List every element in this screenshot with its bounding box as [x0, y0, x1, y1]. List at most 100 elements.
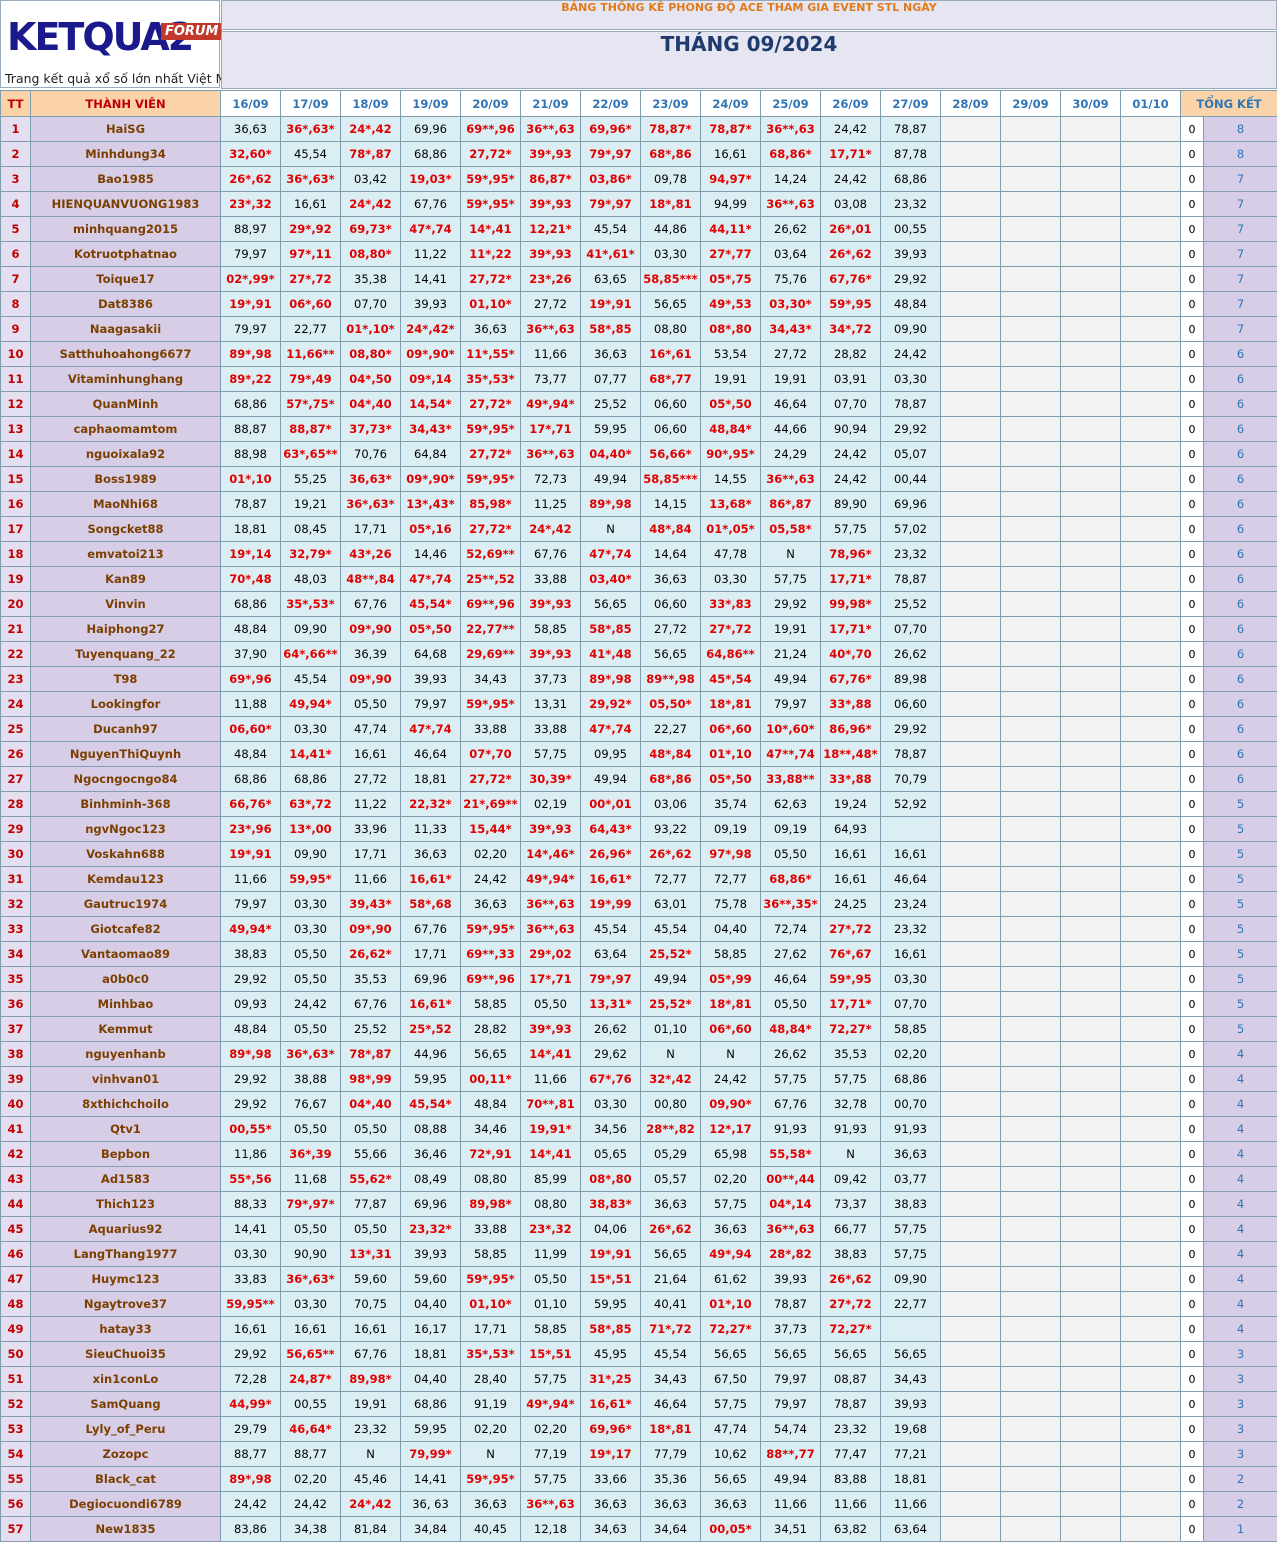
- day-result: 11,99: [520, 1241, 581, 1267]
- empty-cell: [940, 141, 1001, 167]
- day-result: 36, 63: [400, 1491, 461, 1517]
- day-result: 23,32: [880, 916, 941, 942]
- empty-cell: [1120, 666, 1181, 692]
- day-result: 45,54: [280, 666, 341, 692]
- member-row: 31 Kemdau123 11,66 59,95* 11,66 16,61* 24,42 49…: [0, 866, 1277, 892]
- total: 7: [1203, 166, 1277, 192]
- total: 4: [1203, 1291, 1277, 1317]
- day-result: 59,95: [580, 1291, 641, 1317]
- member-row: 53 Lyly_of_Peru 29,79 46,64* 23,32 59,95 02,20…: [0, 1416, 1277, 1442]
- day-result: 48,03: [280, 566, 341, 592]
- day-result: 68,86*: [760, 141, 821, 167]
- column-header: 18/09: [340, 90, 401, 117]
- rank: 49: [0, 1316, 31, 1342]
- member-name: ngvNgoc123: [30, 816, 221, 842]
- empty-cell: [1120, 1516, 1181, 1542]
- member-name: Kotruotphatnao: [30, 241, 221, 267]
- empty-cell: [1120, 1291, 1181, 1317]
- day-result: 26,62: [880, 641, 941, 667]
- day-result: 79,97: [760, 1391, 821, 1417]
- member-name: emvatoi213: [30, 541, 221, 567]
- day-result: 09*,90: [340, 916, 401, 942]
- zero-count: 0: [1180, 416, 1204, 442]
- day-result: 29,92*: [580, 691, 641, 717]
- day-result: 04,40: [700, 916, 761, 942]
- empty-cell: [940, 341, 1001, 367]
- day-result: 85,98*: [460, 491, 521, 517]
- total: 5: [1203, 916, 1277, 942]
- empty-cell: [1120, 141, 1181, 167]
- total: 5: [1203, 816, 1277, 842]
- empty-cell: [1120, 1241, 1181, 1267]
- day-result: 49,94: [760, 1466, 821, 1492]
- day-result: 08,88: [400, 1116, 461, 1142]
- day-result: 49*,94: [700, 1241, 761, 1267]
- day-result: 49*,94*: [520, 1391, 581, 1417]
- zero-count: 0: [1180, 516, 1204, 542]
- day-result: 48,84: [220, 1016, 281, 1042]
- total: 6: [1203, 391, 1277, 417]
- column-header: 30/09: [1060, 90, 1121, 117]
- zero-count: 0: [1180, 1466, 1204, 1492]
- day-result: 21,24: [760, 641, 821, 667]
- day-result: 44,11*: [700, 216, 761, 242]
- empty-cell: [1120, 1266, 1181, 1292]
- day-result: 59*,95*: [460, 166, 521, 192]
- day-result: 05,57: [640, 1166, 701, 1192]
- empty-cell: [1000, 1516, 1061, 1542]
- empty-cell: [1060, 941, 1121, 967]
- day-result: 09,93: [220, 991, 281, 1017]
- day-result: 27,72*: [460, 266, 521, 292]
- empty-cell: [1120, 641, 1181, 667]
- empty-cell: [940, 966, 1001, 992]
- day-result: 05,50: [280, 1216, 341, 1242]
- day-result: 89*,98: [220, 1041, 281, 1067]
- day-result: 23,32: [880, 191, 941, 217]
- empty-cell: [1000, 541, 1061, 567]
- empty-cell: [1000, 391, 1061, 417]
- day-result: 98*,99: [340, 1066, 401, 1092]
- day-result: 19,91*: [520, 1116, 581, 1142]
- empty-cell: [1000, 841, 1061, 867]
- zero-count: 0: [1180, 116, 1204, 142]
- day-result: 69**,33: [460, 941, 521, 967]
- day-result: 35,38: [340, 266, 401, 292]
- day-result: 13,31: [520, 691, 581, 717]
- day-result: 00,44: [880, 466, 941, 492]
- day-result: 13*,00: [280, 816, 341, 842]
- day-result: 57*,75*: [280, 391, 341, 417]
- day-result: 77,19: [520, 1441, 581, 1467]
- day-result: 29,79: [220, 1416, 281, 1442]
- day-result: 19,21: [280, 491, 341, 517]
- empty-cell: [1060, 516, 1121, 542]
- day-result: 46,64: [760, 966, 821, 992]
- day-result: 77,79: [640, 1441, 701, 1467]
- empty-cell: [1000, 916, 1061, 942]
- day-result: 88,87*: [280, 416, 341, 442]
- empty-cell: [1060, 416, 1121, 442]
- day-result: 44,96: [400, 1041, 461, 1067]
- day-result: 79*,97: [580, 141, 641, 167]
- day-result: 24*,42: [340, 1491, 401, 1517]
- rank: 19: [0, 566, 31, 592]
- empty-cell: [1000, 891, 1061, 917]
- empty-cell: [940, 791, 1001, 817]
- rank: 30: [0, 841, 31, 867]
- day-result: 37,73*: [340, 416, 401, 442]
- total: 4: [1203, 1041, 1277, 1067]
- empty-cell: [1000, 166, 1061, 192]
- member-row: 22 Tuyenquang_22 37,90 64*,66** 36,39 64,68 29…: [0, 641, 1277, 667]
- member-row: 25 Ducanh97 06,60* 03,30 47,74 47*,74 33,88 33,…: [0, 716, 1277, 742]
- day-result: 87,78: [880, 141, 941, 167]
- day-result: 83,88: [820, 1466, 881, 1492]
- day-result: 28,40: [460, 1366, 521, 1392]
- empty-cell: [1000, 1191, 1061, 1217]
- empty-cell: [940, 841, 1001, 867]
- day-result: 39,93: [880, 241, 941, 267]
- day-result: 79*,97*: [280, 1191, 341, 1217]
- zero-count: 0: [1180, 741, 1204, 767]
- rank: 28: [0, 791, 31, 817]
- day-result: 91,93: [880, 1116, 941, 1142]
- day-result: 48*,84: [640, 516, 701, 542]
- empty-cell: [940, 191, 1001, 217]
